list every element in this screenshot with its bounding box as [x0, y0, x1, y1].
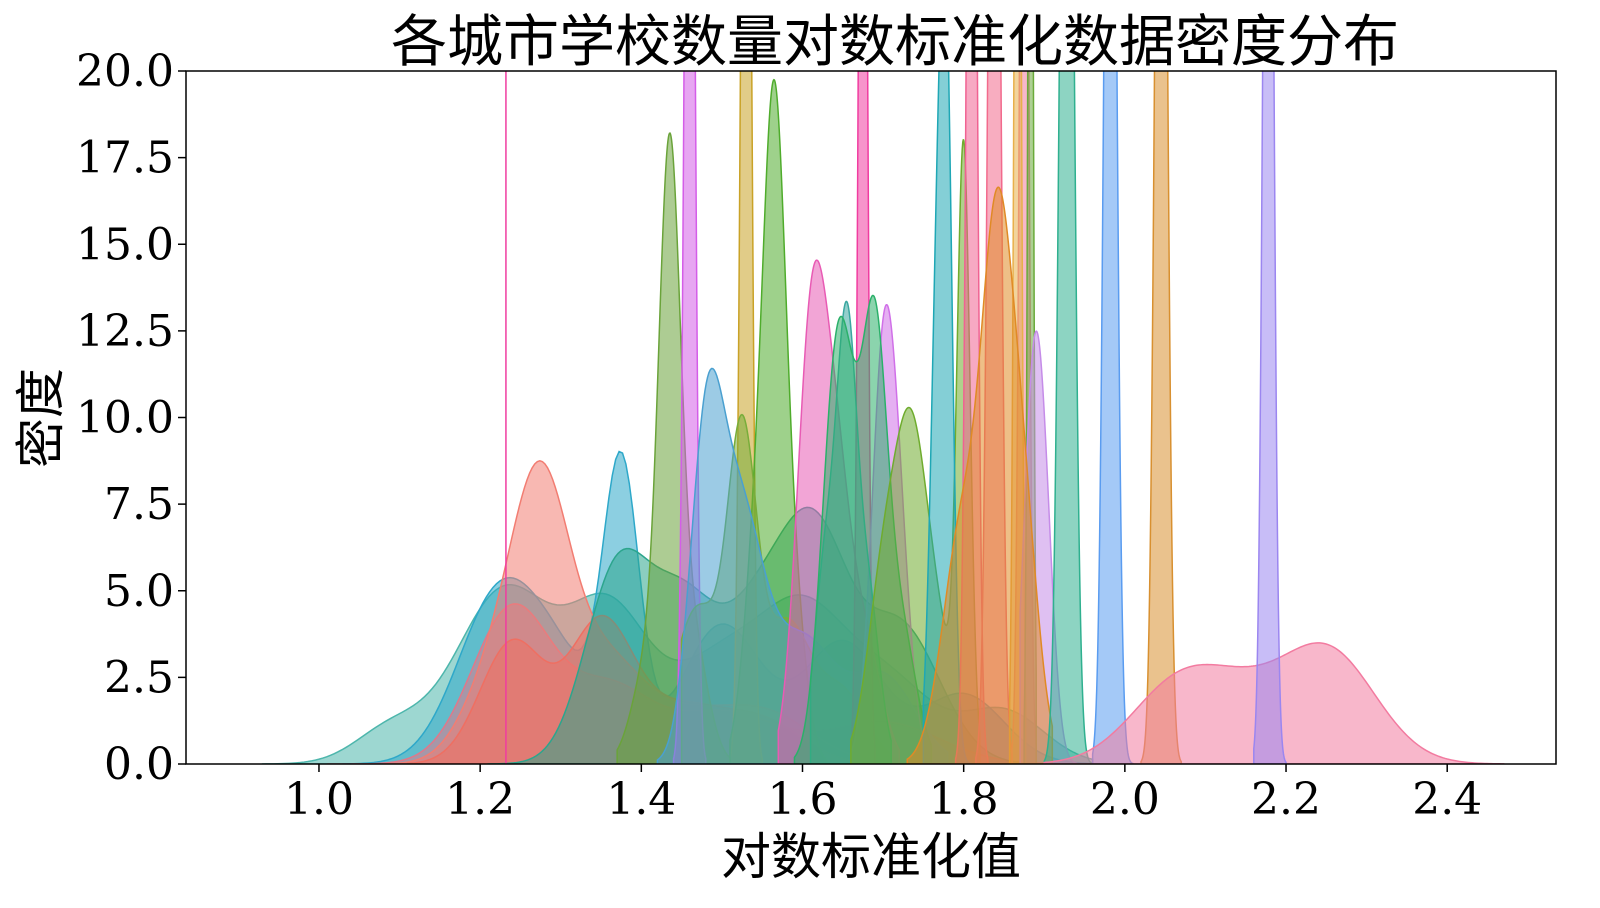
- y-tick-label: 0.0: [104, 739, 174, 790]
- x-tick-label: 1.6: [768, 774, 838, 825]
- y-tick-label: 15.0: [76, 219, 174, 270]
- y-tick-label: 10.0: [76, 393, 174, 444]
- x-axis: 1.0 1.2 1.4 1.6 1.8 2.0 2.2 2.4: [284, 764, 1482, 825]
- series-layer: [261, 71, 1505, 764]
- density-series-26: [906, 186, 1054, 764]
- x-tick-label: 1.2: [445, 774, 515, 825]
- y-axis-label: 密度: [12, 368, 70, 468]
- x-tick-label: 1.0: [284, 774, 354, 825]
- density-series-31: [1253, 71, 1287, 764]
- x-tick-label: 2.4: [1412, 774, 1482, 825]
- y-tick-label: 17.5: [76, 133, 174, 184]
- density-series-27: [1043, 71, 1094, 764]
- y-axis: 0.0 2.5 5.0 7.5 10.0 12.5 15.0 17.5 20.0: [76, 46, 186, 790]
- x-tick-label: 2.0: [1090, 774, 1160, 825]
- y-tick-label: 5.0: [104, 566, 174, 617]
- density-series-28: [1091, 71, 1134, 764]
- x-tick-label: 1.4: [606, 774, 676, 825]
- x-axis-label: 对数标准化值: [721, 828, 1021, 886]
- chart-title: 各城市学校数量对数标准化数据密度分布: [391, 10, 1399, 75]
- y-tick-label: 12.5: [76, 306, 174, 357]
- y-tick-label: 20.0: [76, 46, 174, 97]
- density-series-29: [1140, 71, 1183, 764]
- x-tick-label: 2.2: [1251, 774, 1321, 825]
- y-tick-label: 2.5: [104, 652, 174, 703]
- x-tick-label: 1.8: [929, 774, 999, 825]
- density-series-18: [850, 139, 981, 764]
- y-tick-label: 7.5: [104, 479, 174, 530]
